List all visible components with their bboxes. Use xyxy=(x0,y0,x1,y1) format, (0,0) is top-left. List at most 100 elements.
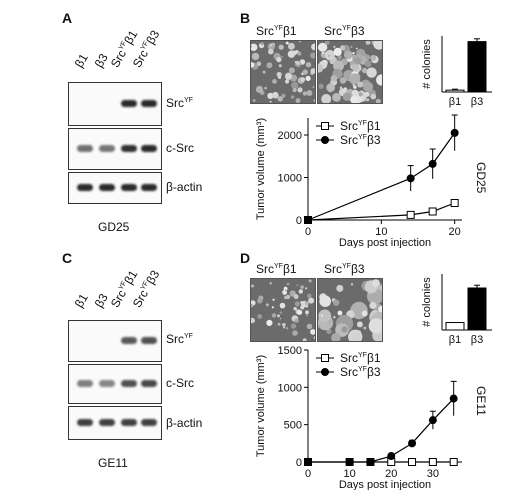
colony xyxy=(269,282,272,285)
category-label: β3 xyxy=(471,334,483,346)
colony xyxy=(357,81,364,88)
colony xyxy=(288,67,295,74)
blot-band xyxy=(121,184,137,191)
colony xyxy=(313,99,315,102)
blot-band xyxy=(141,145,157,152)
legend-label: SrcYFβ3 xyxy=(340,365,381,379)
blot-band xyxy=(77,380,93,387)
colony xyxy=(251,303,254,308)
colony xyxy=(271,313,277,318)
colony xyxy=(353,85,357,89)
colony xyxy=(279,311,283,314)
lane-label: β1 xyxy=(71,291,91,310)
colony xyxy=(311,43,315,51)
y-axis-label: Tumor volume (mm³) xyxy=(255,355,267,457)
colony xyxy=(308,279,312,283)
colony xyxy=(331,333,341,341)
y-tick-label: 1500 xyxy=(278,345,302,357)
colony xyxy=(310,329,315,335)
data-point xyxy=(406,210,415,219)
blot-label: c-Src xyxy=(166,376,194,390)
blot-beta-actin xyxy=(68,406,162,440)
x-axis-label: Days post injection xyxy=(339,479,431,490)
series-line xyxy=(307,132,456,221)
y-tick-label: 1000 xyxy=(278,382,302,394)
colony xyxy=(378,305,382,313)
colony xyxy=(307,293,312,299)
colony xyxy=(277,314,280,318)
photo-title: SrcYFβ1 xyxy=(256,24,297,38)
colony xyxy=(308,297,315,304)
photo-title: SrcYFβ3 xyxy=(324,24,365,38)
colony xyxy=(277,96,283,102)
bar xyxy=(445,322,465,331)
colony xyxy=(319,295,331,307)
photo-title: SrcYFβ3 xyxy=(324,262,365,276)
colony xyxy=(298,289,303,294)
colony xyxy=(332,93,341,102)
colony xyxy=(318,83,324,89)
blot-beta-actin xyxy=(68,172,162,204)
colony xyxy=(350,331,361,341)
blot-band xyxy=(121,419,137,426)
legend-label: SrcYFβ1 xyxy=(340,351,381,365)
y-tick-label: 0 xyxy=(296,215,302,227)
data-point xyxy=(304,458,312,466)
colony xyxy=(294,318,299,323)
colony xyxy=(364,99,367,102)
colony xyxy=(318,325,321,329)
data-point xyxy=(428,416,437,425)
colony xyxy=(282,290,287,295)
blot-band xyxy=(121,145,137,152)
colony xyxy=(292,88,297,93)
colony xyxy=(333,47,342,56)
colony xyxy=(304,301,309,306)
colony xyxy=(297,309,303,315)
colony xyxy=(340,45,346,51)
colony xyxy=(305,62,312,68)
colony xyxy=(343,50,353,59)
cell-line-label: GD25 xyxy=(98,220,130,234)
blot-src-yf xyxy=(68,320,162,362)
blot-src-yf xyxy=(68,82,162,126)
panel-label-b: B xyxy=(240,10,251,26)
colony xyxy=(369,301,377,310)
colony xyxy=(271,306,274,309)
panel-b-tumor-volume-chart: 0 1000 2000 0 10 20 Days post injection Tumor v… xyxy=(255,114,462,248)
data-point xyxy=(387,452,396,461)
blot-band xyxy=(77,419,93,426)
blot-label: c-Src xyxy=(166,141,194,155)
colony xyxy=(306,323,313,330)
colony xyxy=(321,52,324,55)
data-point xyxy=(450,199,459,207)
blot-band xyxy=(99,145,115,152)
colony xyxy=(281,55,284,58)
legend-label: SrcYFβ1 xyxy=(340,119,381,133)
colony xyxy=(251,317,255,324)
x-tick-label: 0 xyxy=(305,226,311,238)
colony xyxy=(342,92,352,101)
colony xyxy=(347,310,354,317)
colony xyxy=(279,317,282,320)
colony xyxy=(302,69,308,75)
y-axis-label: # colonies xyxy=(421,39,433,89)
panel-b-colony-bar-chart: # colonies β1 β3 xyxy=(421,36,492,108)
x-tick-label: 0 xyxy=(305,468,311,480)
colony xyxy=(376,74,382,86)
colony xyxy=(283,286,288,291)
colony xyxy=(362,81,374,92)
blot-band xyxy=(121,100,137,107)
colony xyxy=(266,62,273,69)
colony-photo-src-yf-beta3 xyxy=(317,278,383,342)
colony xyxy=(257,298,263,304)
colony xyxy=(296,284,299,287)
y-tick-label: 500 xyxy=(284,420,302,432)
colony xyxy=(305,310,309,315)
blot-c-src xyxy=(68,364,162,404)
colony xyxy=(354,57,362,64)
colony xyxy=(375,98,381,103)
data-point xyxy=(304,216,312,224)
data-point xyxy=(345,458,354,466)
colony xyxy=(251,62,255,68)
colony xyxy=(251,284,254,288)
